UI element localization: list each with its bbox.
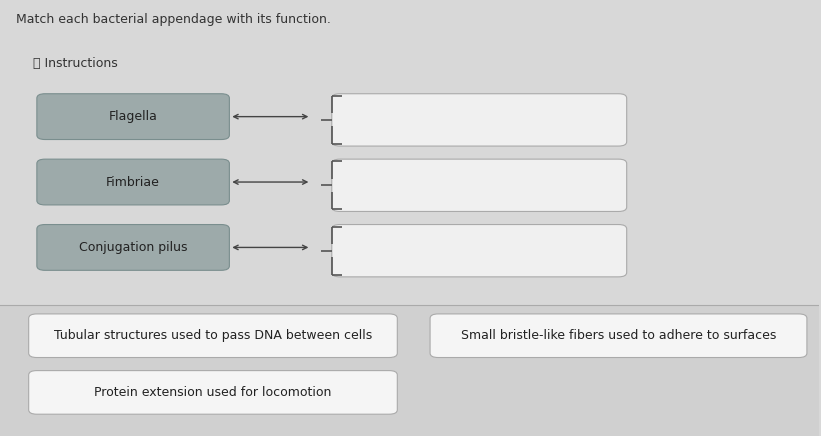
- FancyBboxPatch shape: [37, 94, 229, 140]
- FancyBboxPatch shape: [37, 225, 229, 270]
- Text: Conjugation pilus: Conjugation pilus: [79, 241, 187, 254]
- Text: Flagella: Flagella: [108, 110, 158, 123]
- Text: Small bristle-like fibers used to adhere to surfaces: Small bristle-like fibers used to adhere…: [461, 329, 776, 342]
- FancyBboxPatch shape: [332, 159, 626, 211]
- FancyBboxPatch shape: [430, 314, 807, 358]
- Text: ⓘ Instructions: ⓘ Instructions: [33, 57, 117, 70]
- FancyBboxPatch shape: [0, 305, 819, 436]
- Text: Tubular structures used to pass DNA between cells: Tubular structures used to pass DNA betw…: [54, 329, 372, 342]
- FancyBboxPatch shape: [29, 314, 397, 358]
- FancyBboxPatch shape: [37, 159, 229, 205]
- FancyBboxPatch shape: [332, 225, 626, 277]
- Text: Protein extension used for locomotion: Protein extension used for locomotion: [94, 386, 332, 399]
- FancyBboxPatch shape: [29, 371, 397, 414]
- Text: Fimbriae: Fimbriae: [106, 176, 160, 188]
- Text: Match each bacterial appendage with its function.: Match each bacterial appendage with its …: [16, 13, 331, 26]
- FancyBboxPatch shape: [332, 94, 626, 146]
